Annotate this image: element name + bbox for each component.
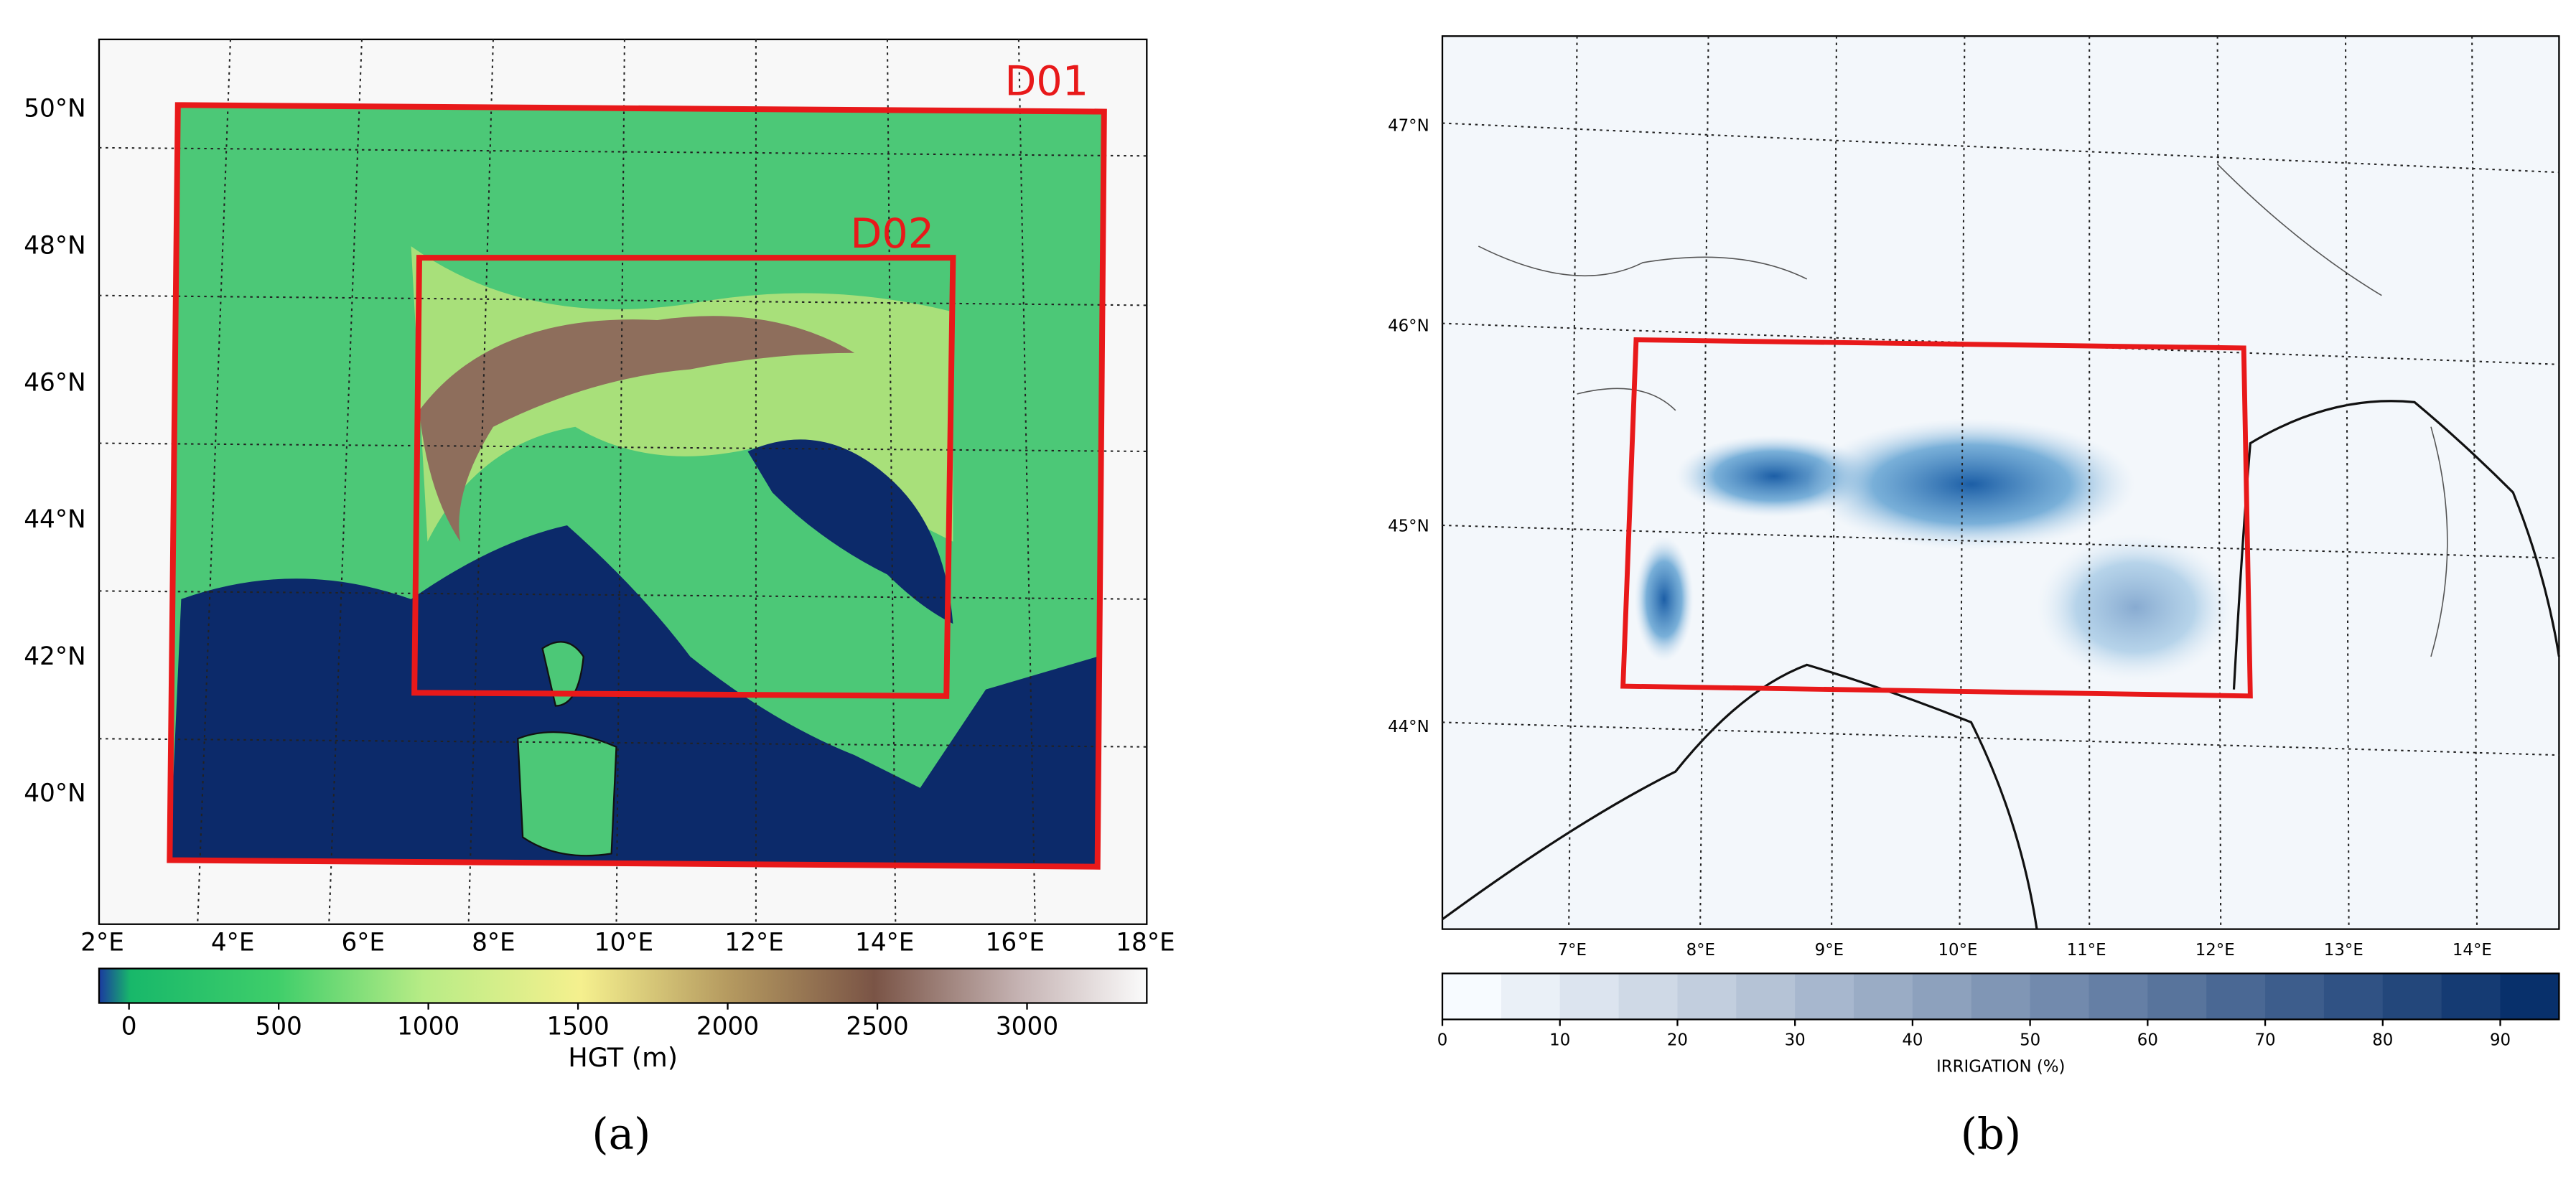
colorbar-tick-label: 40 [1902,1031,1923,1050]
colorbar-tick-label: 0 [121,1012,137,1041]
domain-label: D01 [1004,57,1088,105]
colorbar-tick-label: 50 [2020,1031,2040,1050]
colorbar-bin [1736,973,1796,1020]
colorbar-bin [1501,973,1561,1020]
lat-label: 44°N [1388,718,1429,736]
lon-label: 12°E [2195,941,2235,960]
lon-label: 11°E [2067,941,2106,960]
colorbar-bin [2323,973,2384,1020]
colorbar-tick-label: 500 [255,1012,302,1041]
colorbar-tick-label: 10 [1549,1031,1570,1050]
lon-label: 13°E [2324,941,2363,960]
colorbar-tick-label: 90 [2490,1031,2511,1050]
lon-label: 10°E [594,929,653,957]
colorbar-tick-label: 70 [2255,1031,2276,1050]
colorbar-bin [1971,973,2031,1020]
colorbar-tick-label: 30 [1785,1031,1806,1050]
colorbar-bin [2147,973,2208,1020]
colorbar-label: HGT (m) [568,1042,678,1073]
lon-label: 9°E [1815,941,1844,960]
coastline [1442,400,2560,929]
panel-label: (b) [1961,1110,2021,1160]
lat-label: 46°N [24,368,85,397]
colorbar-bin [2500,973,2560,1020]
colorbar-tick-label: 60 [2137,1031,2158,1050]
colorbar-bin [1912,973,1972,1020]
colorbar-tick-label: 3000 [996,1012,1058,1041]
irrigation-area [1806,418,2136,550]
lat-label: 48°N [24,232,85,261]
map-a: D01 D02 [98,38,1150,925]
lat-label: 44°N [24,505,85,534]
colorbar-label: IRRIGATION (%) [1936,1057,2065,1076]
colorbar-bin [2089,973,2149,1020]
colorbar-bin [2265,973,2325,1020]
colorbar-tick-label: 20 [1667,1031,1688,1050]
lat-label: 42°N [24,642,85,671]
lat-label: 50°N [24,95,85,123]
colorbar-tick-label: 2000 [696,1012,759,1041]
lat-label: 40°N [24,779,85,808]
colorbar-tick-label: 0 [1437,1031,1448,1050]
lon-label: 7°E [1557,941,1586,960]
lon-label: 6°E [341,929,385,957]
lon-label: 10°E [1938,941,1978,960]
domain-d02-box [411,255,956,699]
colorbar-bin [2382,973,2442,1020]
domain-d01-box [167,102,1107,870]
lon-label: 2°E [80,929,124,957]
colorbar-frame [1441,972,2560,1021]
lon-label: 14°E [2453,941,2492,960]
adriatic [747,439,953,624]
colorbar-bin [1677,973,1737,1020]
colorbar-tick-label: 2500 [846,1012,908,1041]
colorbar-bin [1618,973,1679,1020]
lon-label: 14°E [855,929,914,957]
lon-label: 12°E [724,929,783,957]
irrigation-area [2037,533,2234,682]
colorbar-tick-label: 1000 [397,1012,459,1041]
islands [517,641,617,857]
lat-label: 47°N [1388,117,1429,136]
colorbar-bin [2030,973,2090,1020]
colorbar-frame [98,967,1148,1004]
colorbar-bin [2441,973,2501,1020]
lon-label: 4°E [211,929,255,957]
colorbar-bin [1559,973,1620,1020]
irrigation-area [1634,536,1694,662]
colorbar-bin [1854,973,1914,1020]
lon-label: 8°E [1686,941,1715,960]
lat-label: 45°N [1388,517,1429,536]
lon-label: 16°E [986,929,1045,957]
map-b [1441,35,2560,930]
colorbar-bin [1442,973,1503,1020]
lon-label: 8°E [472,929,515,957]
domain-box [1620,337,2253,699]
colorbar-tick-label: 1500 [546,1012,609,1041]
lon-label: 18°E [1116,929,1175,957]
colorbar-tick-label: 80 [2372,1031,2393,1050]
lat-label: 46°N [1388,317,1429,336]
domain-label: D02 [850,210,934,258]
colorbar-bin [1795,973,1855,1020]
panel-label: (a) [592,1110,650,1160]
graticule [98,39,1150,924]
colorbar [98,968,1147,1003]
alps [419,316,855,542]
colorbar-bin [2206,973,2267,1020]
